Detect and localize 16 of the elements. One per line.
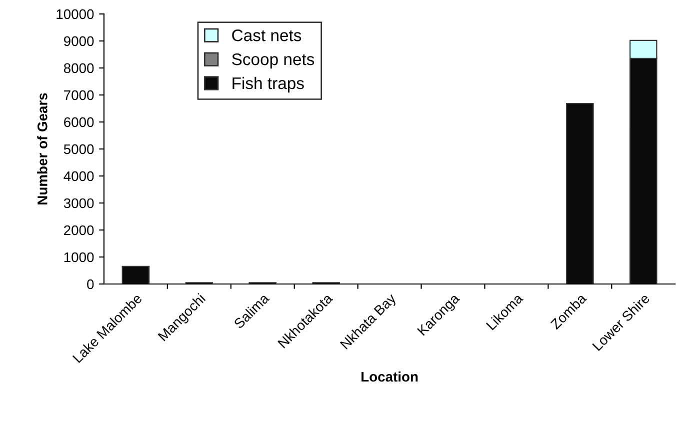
y-tick-label: 3000 [64, 198, 94, 208]
y-tick-label: 9000 [64, 36, 94, 46]
y-tick-label: 4000 [64, 171, 94, 182]
y-tick-label: 5000 [64, 144, 94, 154]
legend-label: Scoop nets [232, 53, 314, 69]
y-tick-label: 0 [87, 279, 94, 290]
x-axis-title: Location [362, 371, 418, 382]
y-tick-label: 6000 [64, 117, 94, 128]
legend-label: Fish traps [232, 76, 304, 92]
y-tick-label: 10000 [56, 9, 94, 20]
legend-label: Cast nets [232, 29, 302, 42]
y-tick-label: 2000 [64, 225, 94, 236]
y-tick-label: 8000 [64, 63, 94, 74]
y-tick-label: 7000 [64, 90, 94, 100]
y-axis-title: Number of Gears [37, 93, 48, 204]
y-tick-label: 1000 [64, 252, 94, 262]
